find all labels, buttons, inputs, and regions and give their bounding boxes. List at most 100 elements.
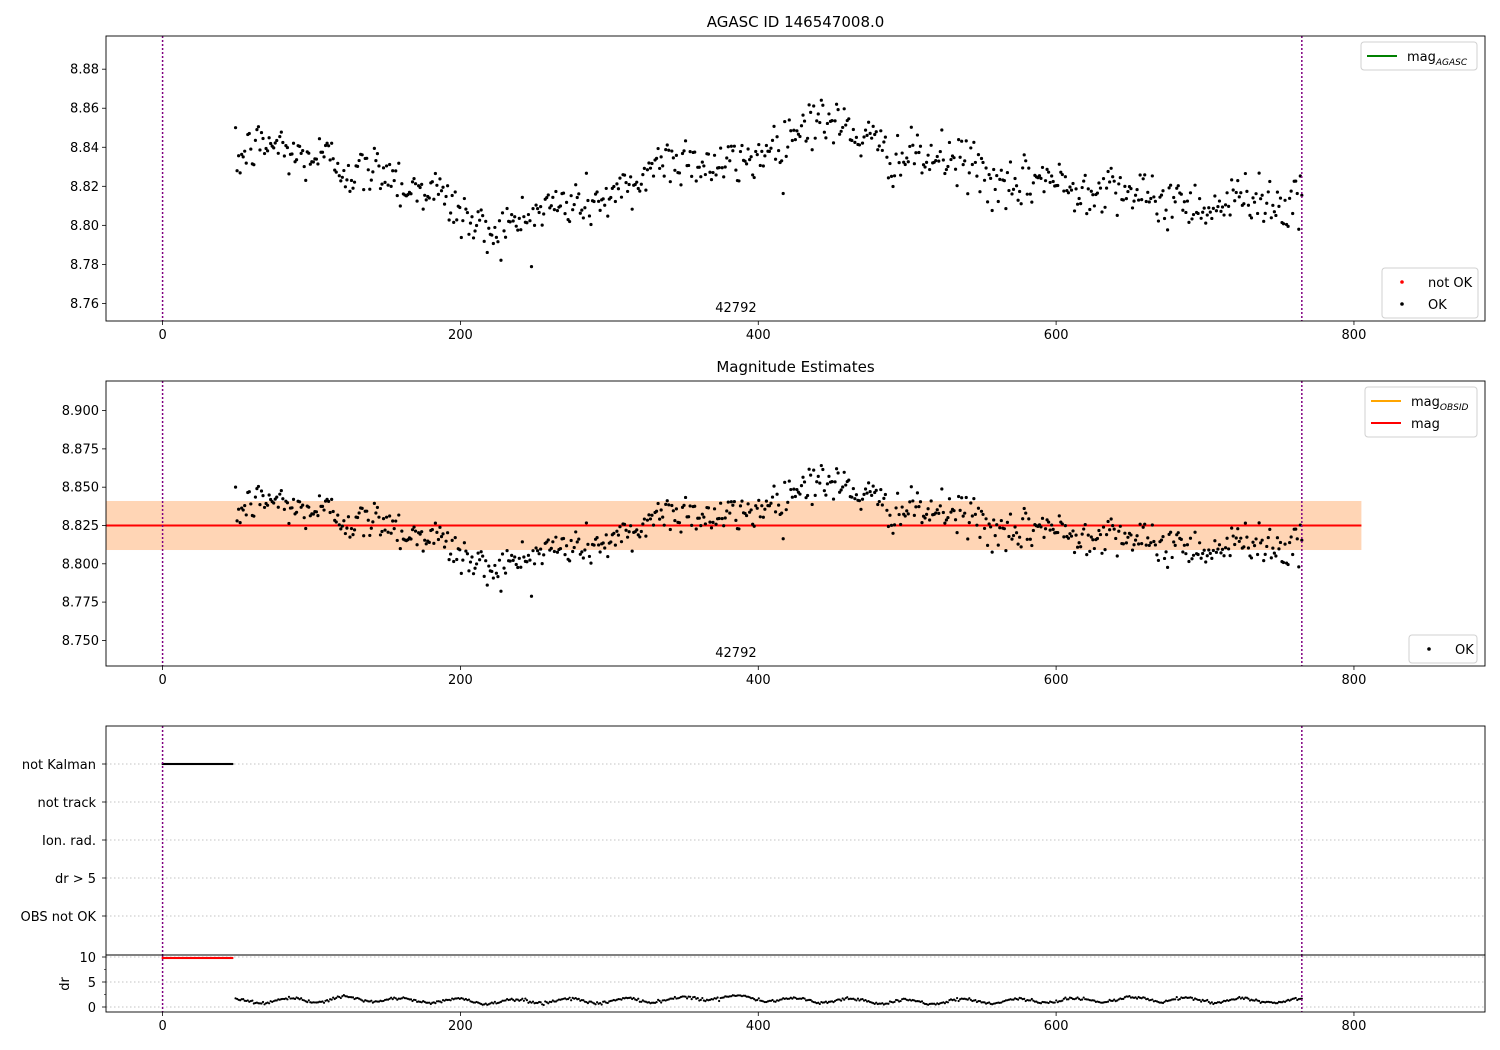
panel1-data-point <box>1101 177 1106 181</box>
panel2-data-point <box>1018 535 1022 539</box>
panel2-data-point <box>1130 548 1135 552</box>
panel2-data-point <box>1063 524 1067 528</box>
panel1-data-point <box>455 218 459 222</box>
panel1-data-point <box>892 174 897 178</box>
panel2-data-point <box>900 505 904 509</box>
panel1-data-point <box>982 178 987 182</box>
panel2-data-point <box>1230 526 1234 530</box>
dr-point <box>791 997 794 1000</box>
panel2-data-point <box>478 558 482 562</box>
dr-point <box>637 997 640 1000</box>
panel1-data-point <box>355 164 360 169</box>
panel2-data-point <box>1040 516 1045 520</box>
panel2-data-point <box>546 538 550 542</box>
panel1-data-point <box>478 218 482 222</box>
panel2-data-point <box>322 508 326 512</box>
dr-point <box>554 1000 557 1003</box>
panel1-data-point <box>589 222 593 227</box>
panel1-data-point <box>398 204 402 208</box>
panel2-data-point <box>880 503 884 507</box>
dr-point <box>493 1000 496 1003</box>
panel2-data-point <box>1083 522 1087 527</box>
panel1-data-point <box>377 164 381 168</box>
panel1-data-point <box>1185 199 1190 203</box>
dr-point <box>968 997 971 1000</box>
panel2-data-point <box>648 517 653 521</box>
panel2-data-point <box>979 509 984 513</box>
panel1-data-point <box>1074 187 1078 191</box>
panel2-data-point <box>244 513 248 517</box>
panel1-data-point <box>943 171 947 176</box>
panel2-data-point <box>285 501 290 505</box>
dr-point <box>722 996 725 999</box>
panel1-data-point <box>330 141 334 145</box>
panel1-data-point <box>525 221 529 225</box>
panel1-data-point <box>1217 199 1222 203</box>
panel1-data-point <box>535 207 540 211</box>
panel2-data-point <box>564 544 569 548</box>
panel2-data-point <box>1217 543 1222 547</box>
dr-point <box>930 1002 933 1005</box>
panel2-data-point <box>699 524 703 528</box>
panel1-data-point <box>1071 181 1075 186</box>
panel2-data-point <box>603 546 607 550</box>
panel1-data-point <box>1271 203 1275 207</box>
panel2-data-point <box>317 494 322 498</box>
panel2-data-point <box>1155 553 1159 557</box>
panel1-data-point <box>290 152 294 156</box>
panel1-upper-legend-box <box>1360 41 1478 71</box>
panel2-data-point <box>441 532 445 536</box>
panel1-data-point <box>291 141 296 145</box>
panel1-data-point <box>569 194 573 198</box>
panel2-data-point <box>1007 534 1011 539</box>
panel2-data-point <box>372 501 376 505</box>
panel2-data-point <box>726 500 730 504</box>
dr-point <box>1023 997 1026 1000</box>
flag-row-label: not track <box>37 796 96 811</box>
panel1-data-point <box>775 135 779 139</box>
panel2-data-point <box>761 515 765 519</box>
dr-point <box>983 1001 986 1004</box>
panel1-data-point <box>490 233 494 237</box>
dr-xtick-label: 600 <box>1044 1019 1069 1034</box>
panel1-data-point <box>1202 206 1206 210</box>
dr-point <box>655 1001 658 1004</box>
panel1-data-point <box>308 162 312 166</box>
panel1-data-point <box>360 153 364 157</box>
panel2-data-point <box>1207 548 1211 552</box>
panel2-data-point <box>792 487 796 491</box>
panel2-xtick-label: 600 <box>1044 673 1069 688</box>
dr-point <box>809 998 812 1002</box>
panel1-data-point <box>677 171 682 175</box>
dr-point <box>275 999 278 1002</box>
dr-xtick-label: 200 <box>448 1019 473 1034</box>
dr-point <box>338 995 341 999</box>
panel2-data-point <box>580 550 584 554</box>
panel2-data-point <box>1080 532 1084 536</box>
panel1-data-point <box>1213 194 1217 198</box>
panel2-data-point <box>615 529 619 533</box>
panel1-data-point <box>1037 174 1042 178</box>
panel1-data-point <box>728 159 732 163</box>
panel2-data-point <box>276 505 280 509</box>
panel2-data-point <box>606 554 610 559</box>
panel1-data-point <box>1095 191 1100 195</box>
dr-point <box>307 999 310 1002</box>
panel2-data-point <box>520 540 524 544</box>
panel1-data-point <box>1068 185 1072 189</box>
panel1-data-point <box>447 218 451 222</box>
panel1-data-point <box>595 190 599 194</box>
panel2-data-point <box>911 499 915 503</box>
panel2-data-point <box>444 539 448 543</box>
panel1-data-point <box>752 175 756 180</box>
panel2-data-point <box>616 533 621 537</box>
panel1-data-point <box>644 188 648 192</box>
panel1-upper-legend-label: magAGASC <box>1407 50 1468 68</box>
panel1-data-point <box>1092 204 1096 208</box>
panel2-data-point <box>895 491 900 495</box>
panel2-data-point <box>378 533 383 537</box>
dr-point <box>530 1001 533 1004</box>
panel1-data-point <box>706 152 711 156</box>
panel2-data-point <box>740 499 744 503</box>
panel1-data-point <box>552 208 556 212</box>
